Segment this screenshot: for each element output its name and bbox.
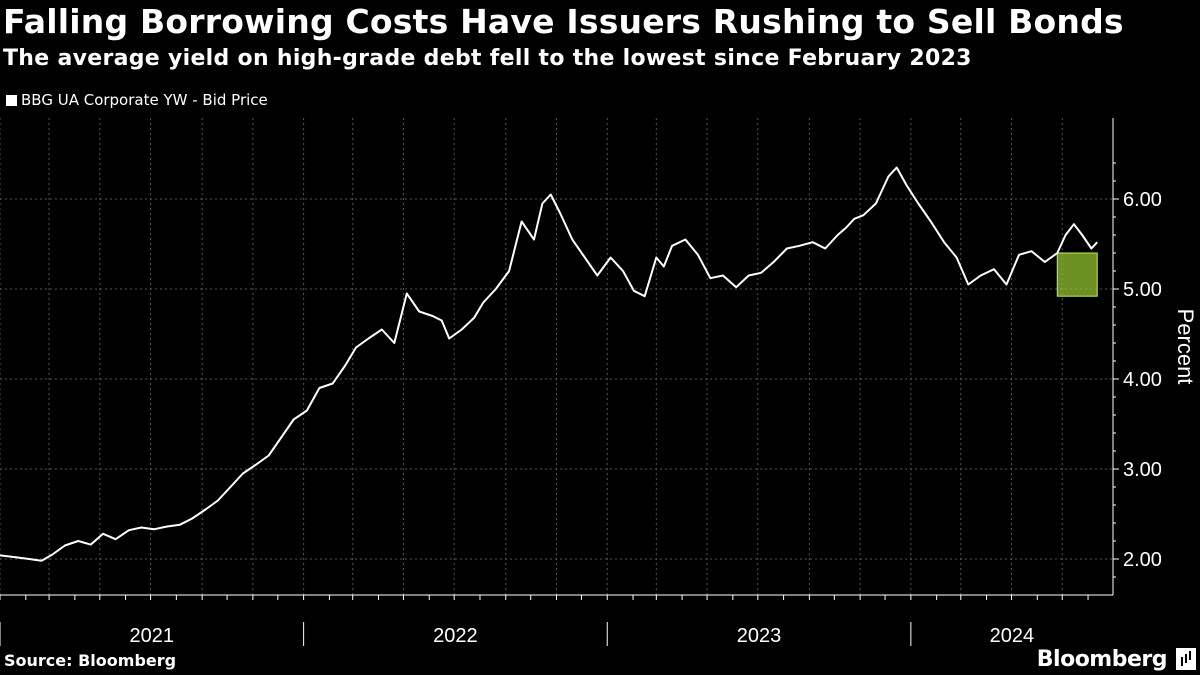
highlight-box — [1056, 252, 1098, 297]
axes: 2.00 3.00 4.00 5.00 6.00 2021 2022 2023 2024 Perc… — [0, 118, 1198, 647]
y-tick-label: 4.00 — [1123, 369, 1162, 391]
y-tick-label: 5.00 — [1123, 279, 1162, 301]
y-tick-label: 3.00 — [1123, 459, 1162, 481]
x-year-label: 2022 — [433, 625, 478, 647]
chart-title: Falling Borrowing Costs Have Issuers Rus… — [3, 2, 1124, 41]
legend-label: BBG UA Corporate YW - Bid Price — [21, 91, 268, 109]
y-tick-label: 2.00 — [1123, 549, 1162, 571]
highlight-region — [1056, 252, 1098, 297]
x-year-label: 2024 — [990, 625, 1035, 647]
y-axis-label: Percent — [1173, 309, 1198, 385]
x-year-label: 2023 — [737, 625, 782, 647]
x-year-label: 2021 — [130, 625, 175, 647]
legend: BBG UA Corporate YW - Bid Price — [6, 91, 268, 109]
chart-subtitle: The average yield on high-grade debt fel… — [3, 46, 972, 71]
chart-icon — [1176, 648, 1196, 670]
y-tick-label: 6.00 — [1123, 189, 1162, 211]
brand-logo: Bloomberg — [1036, 647, 1168, 672]
legend-swatch — [6, 94, 17, 106]
source-note: Source: Bloomberg — [4, 651, 177, 670]
series-layer — [0, 166, 1098, 562]
series-line — [0, 166, 1098, 562]
grid — [0, 118, 1113, 595]
